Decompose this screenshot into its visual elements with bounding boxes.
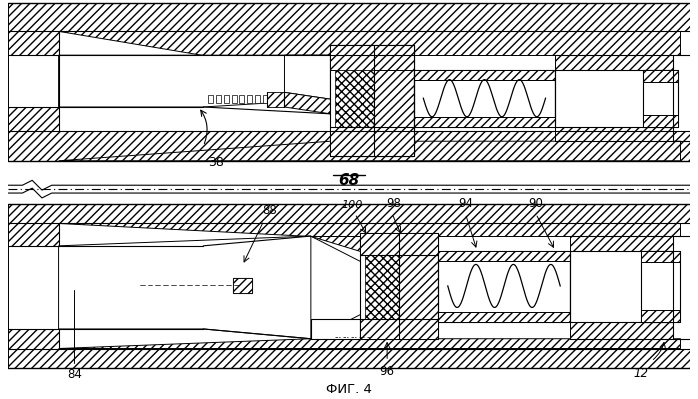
Bar	[232, 278, 252, 293]
Bar	[570, 236, 673, 251]
Text: ФИГ. 4: ФИГ. 4	[326, 383, 372, 396]
Bar	[330, 45, 413, 70]
Text: 100: 100	[341, 200, 363, 209]
Bar	[641, 251, 681, 322]
Bar	[438, 312, 570, 322]
Bar	[570, 322, 673, 339]
Bar	[570, 251, 673, 322]
Polygon shape	[59, 55, 330, 107]
Bar	[413, 70, 556, 80]
Polygon shape	[59, 31, 681, 55]
Bar	[359, 233, 438, 339]
Text: 94: 94	[458, 197, 473, 209]
Bar	[644, 70, 678, 126]
Bar	[8, 223, 59, 348]
Bar	[263, 95, 268, 103]
Bar	[335, 70, 374, 126]
Polygon shape	[311, 236, 359, 261]
Bar	[413, 70, 556, 126]
Bar	[374, 70, 413, 126]
Bar	[359, 233, 438, 255]
Text: 98: 98	[387, 197, 401, 209]
Bar	[413, 117, 556, 126]
Bar	[267, 92, 285, 107]
Bar	[8, 204, 690, 223]
Polygon shape	[285, 92, 330, 114]
Text: 88: 88	[262, 203, 277, 217]
Polygon shape	[59, 141, 681, 161]
Polygon shape	[285, 55, 330, 99]
Bar	[330, 45, 413, 156]
Bar	[8, 3, 690, 31]
Bar	[224, 95, 229, 103]
Polygon shape	[311, 236, 359, 251]
Text: 38: 38	[208, 156, 224, 169]
Bar	[364, 255, 399, 319]
Bar	[232, 95, 237, 103]
Text: 68: 68	[339, 174, 359, 188]
Bar	[438, 251, 570, 322]
Bar	[247, 95, 252, 103]
Bar	[359, 319, 438, 339]
Bar	[8, 31, 690, 131]
Bar	[399, 255, 438, 319]
Bar	[641, 251, 681, 263]
Bar	[556, 55, 673, 70]
Polygon shape	[311, 329, 359, 339]
Bar	[644, 70, 678, 81]
Bar	[438, 251, 570, 261]
Bar	[255, 95, 260, 103]
Bar	[556, 126, 673, 141]
Bar	[239, 95, 244, 103]
Bar	[330, 126, 413, 156]
Bar	[399, 255, 438, 319]
Bar	[208, 95, 213, 103]
Bar	[556, 70, 673, 126]
Polygon shape	[59, 339, 681, 348]
Text: 96: 96	[380, 365, 394, 378]
Bar	[359, 329, 369, 339]
Bar	[641, 310, 681, 322]
Bar	[232, 278, 252, 293]
Bar	[374, 70, 413, 126]
Bar	[8, 55, 59, 107]
Polygon shape	[311, 314, 359, 339]
Bar	[8, 348, 690, 368]
Text: 84: 84	[67, 368, 82, 381]
Bar	[311, 319, 359, 339]
Bar	[644, 115, 678, 126]
Bar	[8, 223, 690, 348]
Bar	[8, 131, 690, 161]
Bar	[8, 246, 59, 329]
Polygon shape	[59, 236, 311, 339]
Polygon shape	[59, 223, 681, 236]
Bar	[216, 95, 221, 103]
Text: 90: 90	[528, 197, 543, 209]
Text: 12: 12	[634, 367, 649, 380]
Bar	[8, 31, 59, 131]
